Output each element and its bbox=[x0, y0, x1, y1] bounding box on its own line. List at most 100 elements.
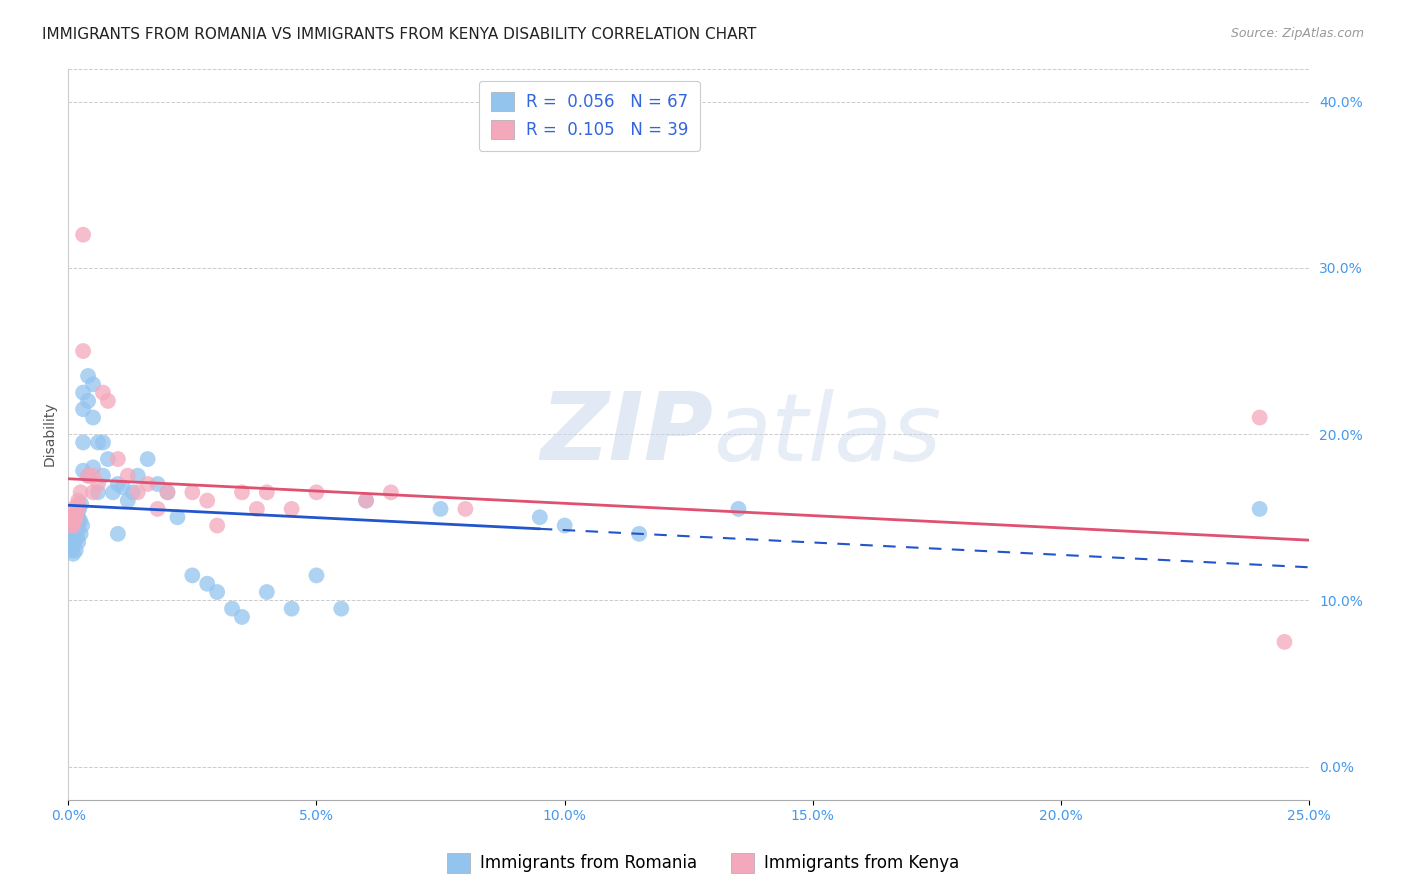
Legend: Immigrants from Romania, Immigrants from Kenya: Immigrants from Romania, Immigrants from… bbox=[440, 847, 966, 880]
Point bbox=[136, 452, 159, 467]
Point bbox=[72, 227, 94, 242]
Point bbox=[97, 393, 120, 408]
Point bbox=[121, 485, 143, 500]
Point bbox=[117, 468, 139, 483]
Point bbox=[67, 518, 90, 533]
Point bbox=[82, 377, 104, 392]
Point bbox=[166, 510, 188, 524]
Point bbox=[59, 535, 82, 549]
Point bbox=[454, 502, 477, 516]
Point bbox=[63, 514, 86, 528]
Point bbox=[91, 435, 114, 450]
Point bbox=[77, 393, 100, 408]
Point bbox=[195, 493, 218, 508]
Point bbox=[67, 510, 90, 524]
Point bbox=[62, 518, 84, 533]
Text: IMMIGRANTS FROM ROMANIA VS IMMIGRANTS FROM KENYA DISABILITY CORRELATION CHART: IMMIGRANTS FROM ROMANIA VS IMMIGRANTS FR… bbox=[42, 27, 756, 42]
Point bbox=[62, 518, 84, 533]
Y-axis label: Disability: Disability bbox=[44, 401, 58, 467]
Point bbox=[69, 526, 91, 541]
Point bbox=[77, 368, 100, 383]
Point bbox=[429, 502, 451, 516]
Point bbox=[205, 585, 228, 599]
Point bbox=[67, 502, 90, 516]
Point bbox=[205, 518, 228, 533]
Point bbox=[66, 530, 89, 544]
Point bbox=[63, 507, 86, 521]
Point bbox=[60, 543, 83, 558]
Point bbox=[156, 485, 179, 500]
Point bbox=[67, 502, 90, 516]
Point bbox=[354, 493, 377, 508]
Point bbox=[529, 510, 551, 524]
Point bbox=[87, 485, 110, 500]
Point bbox=[70, 497, 93, 511]
Point bbox=[146, 477, 169, 491]
Point bbox=[380, 485, 402, 500]
Point bbox=[107, 477, 129, 491]
Point bbox=[305, 568, 328, 582]
Point bbox=[91, 385, 114, 400]
Point bbox=[63, 530, 86, 544]
Point bbox=[62, 535, 84, 549]
Point bbox=[280, 601, 302, 615]
Point bbox=[62, 510, 84, 524]
Point bbox=[62, 502, 84, 516]
Point bbox=[65, 526, 87, 541]
Point bbox=[67, 535, 90, 549]
Point bbox=[65, 510, 87, 524]
Point bbox=[77, 468, 100, 483]
Point bbox=[67, 493, 90, 508]
Point bbox=[69, 485, 91, 500]
Point bbox=[127, 468, 149, 483]
Point bbox=[77, 468, 100, 483]
Point bbox=[107, 526, 129, 541]
Point bbox=[65, 543, 87, 558]
Point bbox=[62, 547, 84, 561]
Point bbox=[111, 480, 134, 494]
Point bbox=[70, 518, 93, 533]
Point bbox=[60, 530, 83, 544]
Point bbox=[82, 468, 104, 483]
Point bbox=[72, 402, 94, 417]
Point bbox=[82, 485, 104, 500]
Point bbox=[82, 460, 104, 475]
Point bbox=[60, 526, 83, 541]
Point bbox=[63, 524, 86, 538]
Point bbox=[72, 385, 94, 400]
Point bbox=[72, 464, 94, 478]
Point bbox=[67, 497, 90, 511]
Point bbox=[628, 526, 651, 541]
Point bbox=[72, 435, 94, 450]
Point bbox=[67, 514, 90, 528]
Point bbox=[63, 533, 86, 548]
Point bbox=[181, 485, 204, 500]
Point bbox=[330, 601, 353, 615]
Point bbox=[246, 502, 269, 516]
Point bbox=[195, 576, 218, 591]
Text: Source: ZipAtlas.com: Source: ZipAtlas.com bbox=[1230, 27, 1364, 40]
Point bbox=[221, 601, 243, 615]
Text: atlas: atlas bbox=[714, 389, 942, 480]
Point bbox=[256, 485, 278, 500]
Point bbox=[181, 568, 204, 582]
Point bbox=[554, 518, 576, 533]
Point bbox=[305, 485, 328, 500]
Point bbox=[127, 485, 149, 500]
Point bbox=[136, 477, 159, 491]
Point bbox=[87, 435, 110, 450]
Point bbox=[256, 585, 278, 599]
Point bbox=[107, 452, 129, 467]
Point bbox=[69, 514, 91, 528]
Point bbox=[82, 410, 104, 425]
Point bbox=[1249, 502, 1271, 516]
Point bbox=[62, 510, 84, 524]
Point bbox=[117, 493, 139, 508]
Point bbox=[231, 485, 253, 500]
Point bbox=[60, 518, 83, 533]
Point bbox=[1274, 635, 1296, 649]
Point bbox=[1249, 410, 1271, 425]
Point bbox=[156, 485, 179, 500]
Point bbox=[146, 502, 169, 516]
Text: ZIP: ZIP bbox=[541, 388, 714, 480]
